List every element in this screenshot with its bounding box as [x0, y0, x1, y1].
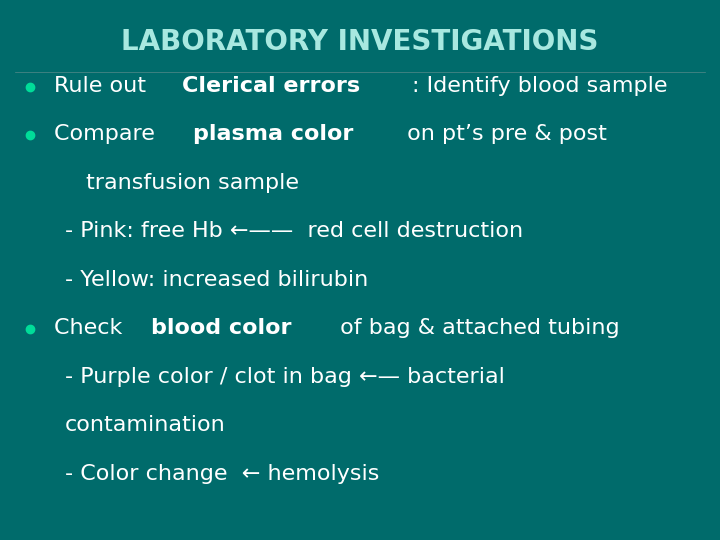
Text: Clerical errors: Clerical errors	[182, 76, 360, 96]
Text: LABORATORY INVESTIGATIONS: LABORATORY INVESTIGATIONS	[121, 28, 599, 56]
Text: of bag & attached tubing: of bag & attached tubing	[333, 319, 619, 339]
Text: transfusion sample: transfusion sample	[86, 173, 300, 193]
Text: Rule out: Rule out	[54, 76, 153, 96]
Text: Compare: Compare	[54, 125, 162, 145]
Text: contamination: contamination	[65, 415, 225, 435]
Text: : Identify blood sample: : Identify blood sample	[412, 76, 667, 96]
Text: - Purple color / clot in bag ←— bacterial: - Purple color / clot in bag ←— bacteria…	[65, 367, 505, 387]
Text: blood color: blood color	[151, 319, 292, 339]
Text: Check: Check	[54, 319, 130, 339]
Text: plasma color: plasma color	[194, 125, 354, 145]
Text: - Pink: free Hb ←——  red cell destruction: - Pink: free Hb ←—— red cell destruction	[65, 221, 523, 241]
Text: - Color change  ← hemolysis: - Color change ← hemolysis	[65, 464, 379, 484]
Text: - Yellow: increased bilirubin: - Yellow: increased bilirubin	[65, 270, 368, 290]
Text: on pt’s pre & post: on pt’s pre & post	[400, 125, 607, 145]
